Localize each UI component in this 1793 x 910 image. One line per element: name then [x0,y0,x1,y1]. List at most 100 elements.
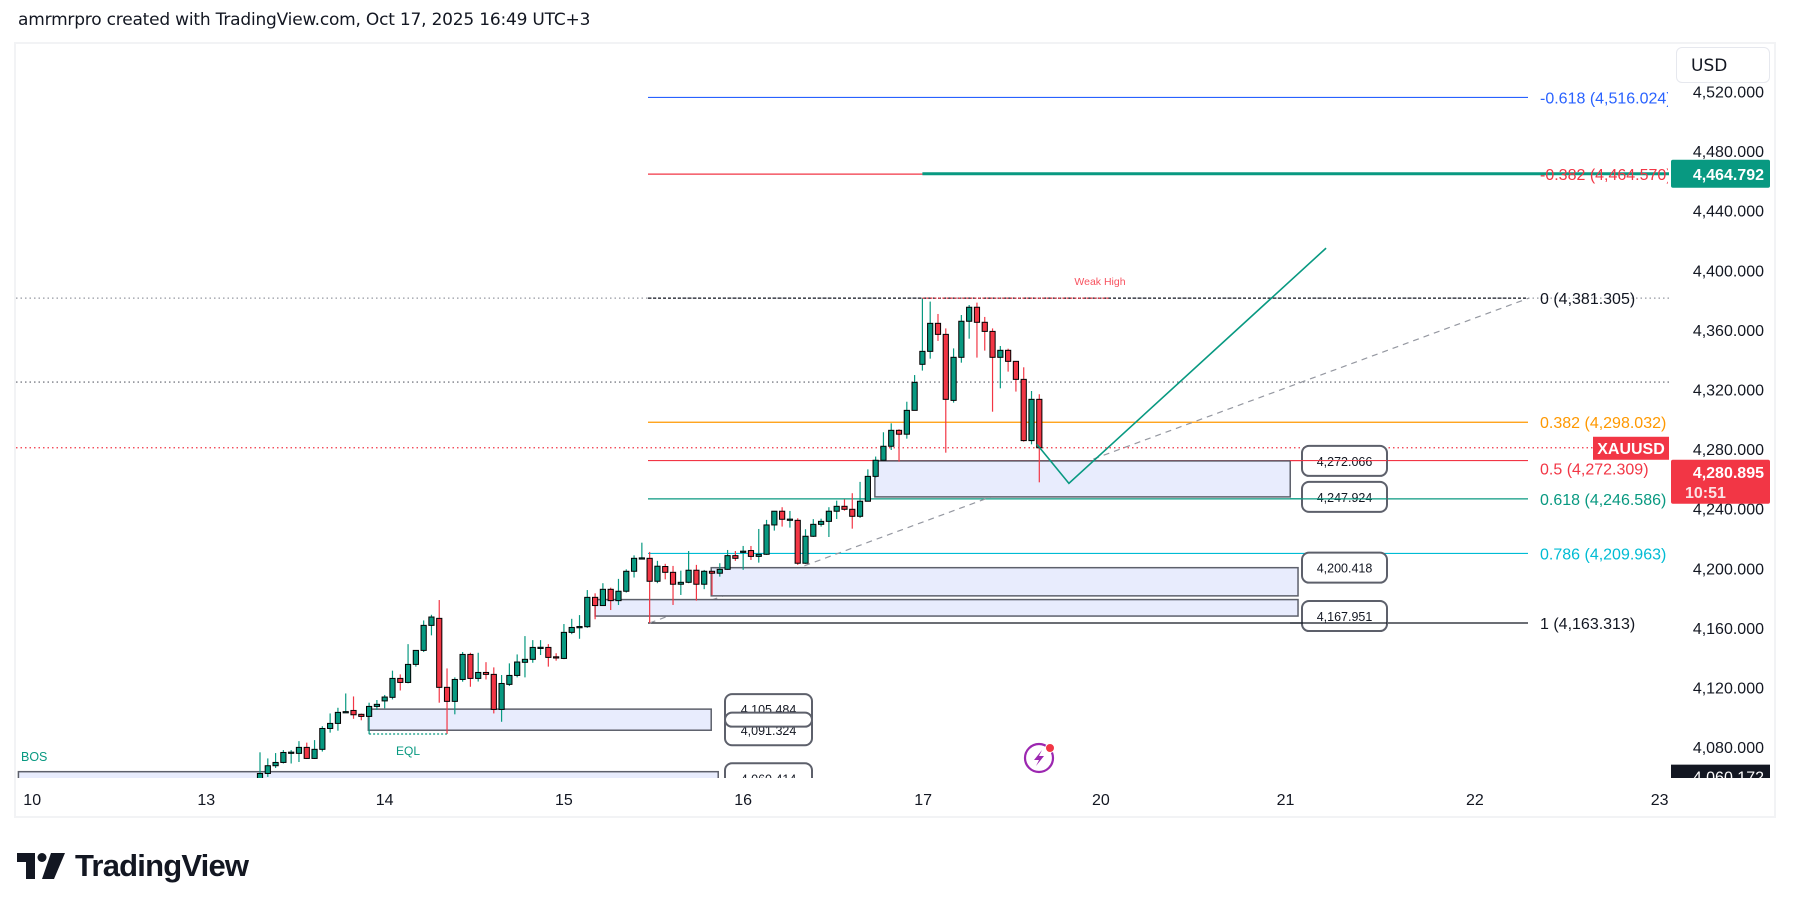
candle-up[interactable] [630,557,638,572]
candle-down[interactable] [303,746,310,759]
candle-up[interactable] [599,588,606,607]
candle-up[interactable] [786,518,794,521]
candle-down[interactable] [989,330,996,358]
candle-up[interactable] [342,711,349,714]
candle-up[interactable] [872,459,879,477]
candle-down[interactable] [1005,349,1012,362]
candle-down[interactable] [1036,398,1043,449]
candle-down[interactable] [779,510,786,520]
candle-up[interactable] [950,356,957,401]
order-block-zone[interactable] [367,708,712,731]
candle-up[interactable] [755,553,762,557]
candle-up[interactable] [420,624,427,651]
candle-down[interactable] [1012,360,1020,380]
candle-down[interactable] [942,333,949,400]
candle-down[interactable] [732,555,739,559]
candle-up[interactable] [856,500,864,517]
candle-up[interactable] [311,748,318,759]
candle-down[interactable] [490,673,497,710]
candle-up[interactable] [919,350,926,365]
candle-down[interactable] [662,566,669,573]
candle-up[interactable] [677,581,684,585]
candle-up[interactable] [716,568,723,574]
candle-up[interactable] [568,626,575,633]
candle-down[interactable] [849,508,856,517]
candle-down[interactable] [794,519,801,564]
candle-down[interactable] [708,570,716,574]
candle-up[interactable] [366,705,373,717]
candle-up[interactable] [740,550,747,553]
time-axis[interactable]: 10 13 14 15 16 17 20 21 22 23 [23,792,1668,809]
candle-up[interactable] [256,772,264,779]
candle-up[interactable] [927,322,934,352]
candle-up[interactable] [389,677,396,698]
candle-up[interactable] [264,765,271,774]
projection-path-line[interactable] [1036,247,1327,485]
candle-up[interactable] [802,535,809,564]
candle-up[interactable] [623,570,630,592]
candle-up[interactable] [638,557,645,560]
candle-down[interactable] [973,306,981,323]
candle-up[interactable] [966,306,973,322]
candle-down[interactable] [397,677,404,683]
candle-up[interactable] [911,381,918,411]
candle-up[interactable] [888,429,895,447]
candle-up[interactable] [685,569,692,583]
candle-down[interactable] [934,322,942,335]
candle-up[interactable] [412,649,419,665]
order-block-zone[interactable] [710,566,1299,597]
candle-down[interactable] [482,671,490,675]
candle-up[interactable] [334,711,342,724]
candle-up[interactable] [701,570,708,585]
candle-up[interactable] [903,409,910,435]
candle-down[interactable] [545,646,552,658]
candle-up[interactable] [319,727,326,750]
candle-up[interactable] [295,746,303,754]
candle-up[interactable] [498,682,505,710]
candle-up[interactable] [724,555,731,570]
candle-up[interactable] [654,565,661,582]
candle-down[interactable] [467,653,474,679]
candle-up[interactable] [459,653,466,680]
candle-up[interactable] [529,646,536,660]
candle-down[interactable] [436,617,443,688]
candle-up[interactable] [451,678,458,702]
candle-down[interactable] [895,429,903,435]
order-block-zone[interactable] [17,770,719,807]
candle-up[interactable] [288,751,295,754]
candle-up[interactable] [997,349,1004,358]
candle-up[interactable] [817,520,825,525]
currency-button[interactable]: USD [1676,47,1770,83]
candle-up[interactable] [763,524,770,555]
candle-up[interactable] [560,631,568,659]
candle-up[interactable] [280,751,287,763]
candle-down[interactable] [841,505,848,510]
candle-down[interactable] [646,557,653,582]
candle-down[interactable] [669,571,677,585]
candle-up[interactable] [428,616,435,626]
candle-down[interactable] [693,569,700,585]
candle-up[interactable] [506,674,513,685]
candle-down[interactable] [1020,378,1027,442]
candle-up[interactable] [272,761,279,767]
candle-down[interactable] [981,321,988,332]
candle-down[interactable] [350,709,357,716]
alert-lightning-icon[interactable] [1023,742,1055,774]
candle-up[interactable] [521,658,529,663]
candle-down[interactable] [358,713,365,717]
candle-up[interactable] [381,696,388,702]
candle-up[interactable] [576,626,583,629]
price-axis[interactable]: 4,520.000 4,480.000 4,440.000 4,400.000 4,36… [1693,85,1764,758]
candle-down[interactable] [747,550,755,557]
candle-up[interactable] [475,671,482,679]
candle-up[interactable] [615,590,622,602]
candle-up[interactable] [810,523,817,537]
candle-up[interactable] [327,722,334,729]
candle-up[interactable] [958,320,965,358]
candle-up[interactable] [880,445,887,461]
candle-up[interactable] [514,661,521,676]
order-block-zone[interactable] [594,598,1299,617]
order-block-zone[interactable] [874,460,1291,498]
candle-down[interactable] [553,656,560,659]
